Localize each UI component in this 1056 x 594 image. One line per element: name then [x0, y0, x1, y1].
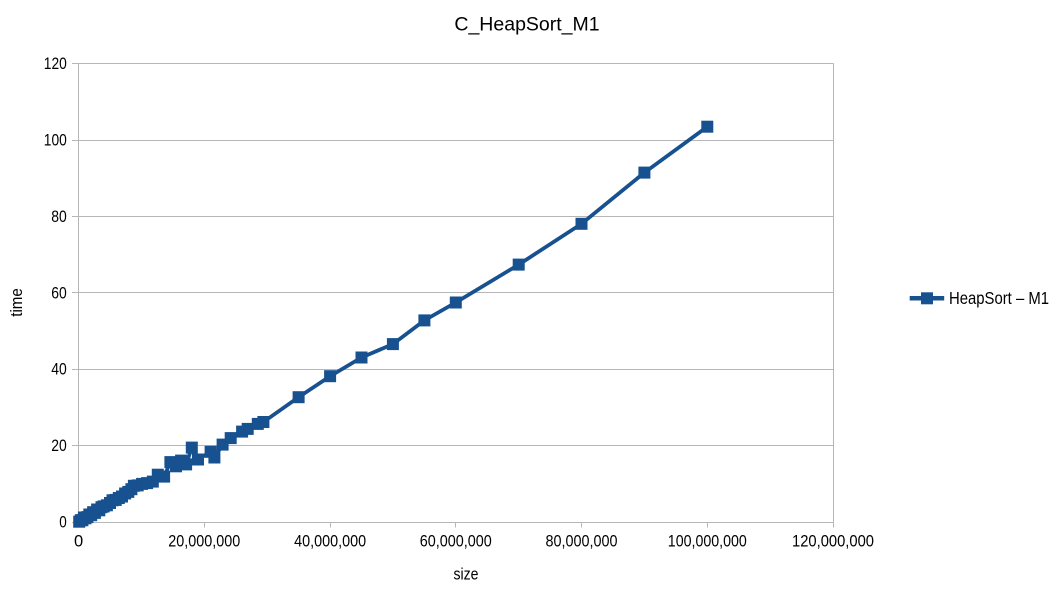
svg-text:80: 80 [51, 208, 67, 226]
svg-text:100,000,000: 100,000,000 [668, 533, 747, 551]
svg-text:120,000,000: 120,000,000 [792, 533, 874, 551]
svg-text:100: 100 [44, 132, 67, 150]
svg-text:size: size [454, 566, 479, 584]
svg-text:80,000,000: 80,000,000 [546, 533, 618, 551]
svg-text:60: 60 [51, 284, 67, 302]
svg-text:60,000,000: 60,000,000 [420, 533, 492, 551]
svg-text:20: 20 [51, 437, 67, 455]
svg-text:0: 0 [74, 533, 83, 551]
svg-text:40,000,000: 40,000,000 [294, 533, 366, 551]
svg-text:time: time [8, 288, 26, 317]
svg-text:C_HeapSort_M1: C_HeapSort_M1 [454, 13, 599, 35]
svg-text:HeapSort – M1: HeapSort – M1 [949, 288, 1049, 308]
svg-text:20,000,000: 20,000,000 [168, 533, 240, 551]
svg-text:0: 0 [59, 514, 67, 532]
svg-text:40: 40 [51, 361, 67, 379]
svg-text:120: 120 [44, 55, 67, 73]
